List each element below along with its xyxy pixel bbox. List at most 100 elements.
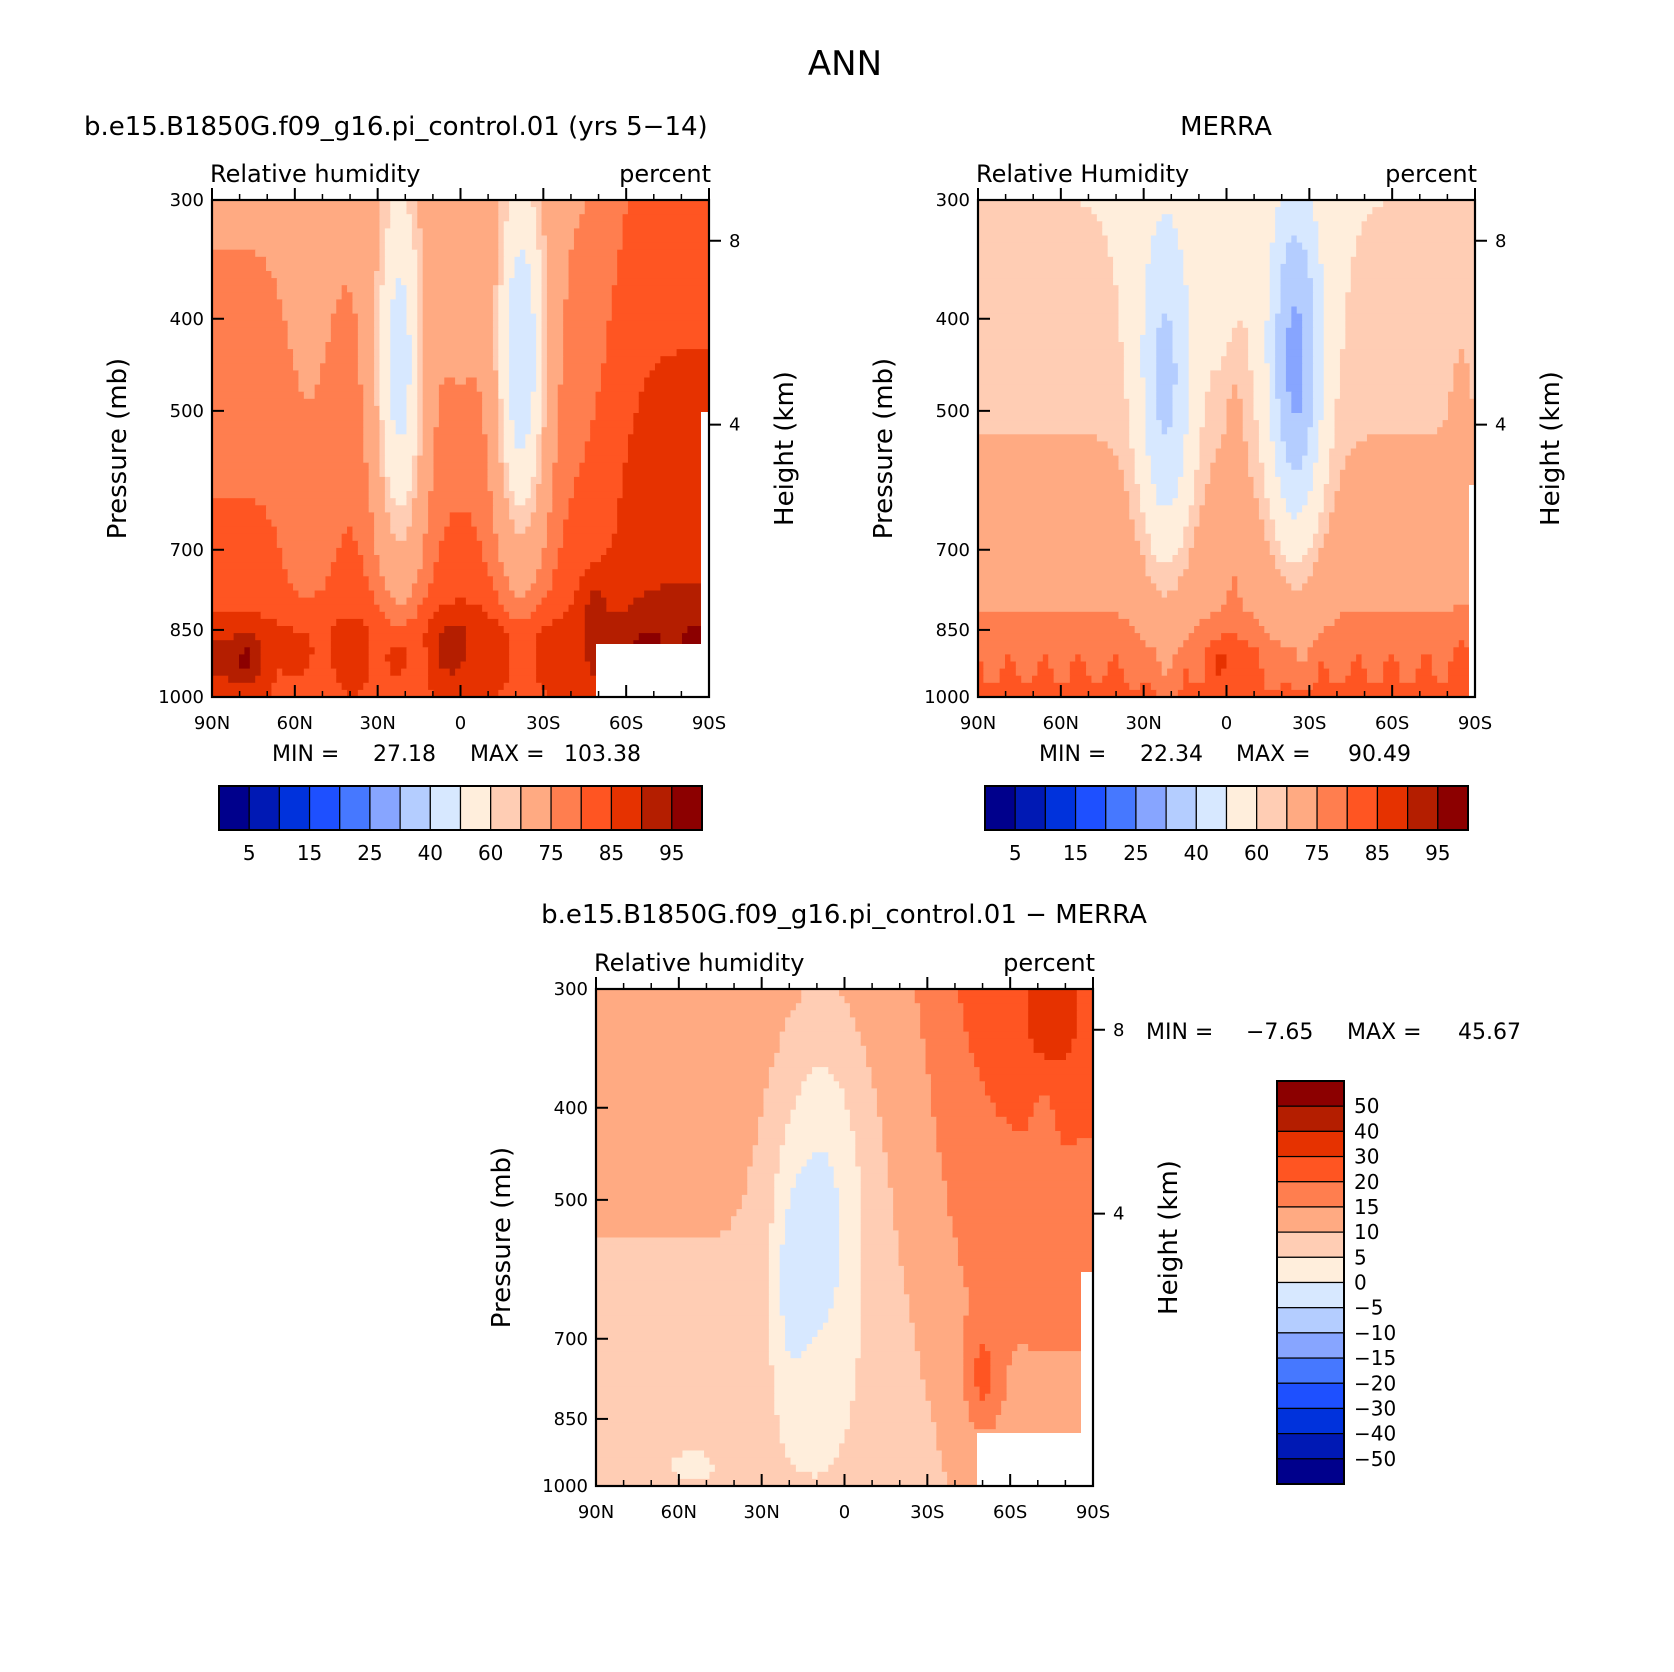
contour-cell	[995, 1102, 1035, 1111]
contour-cell	[563, 370, 602, 379]
contour-cell	[384, 434, 418, 442]
contour-cell	[374, 320, 381, 329]
contour-cell	[617, 526, 710, 535]
colorbar-label: 85	[1365, 841, 1390, 865]
contour-cell	[536, 469, 543, 478]
contour-cell	[546, 540, 564, 549]
contour-cell	[509, 306, 532, 315]
contour-cell	[1312, 299, 1325, 308]
contour-cell	[428, 654, 440, 663]
contour-cell	[638, 398, 710, 407]
contour-cell	[1366, 668, 1384, 677]
contour-cell	[855, 1379, 927, 1388]
contour-cell	[1129, 618, 1201, 627]
contour-cell	[212, 519, 273, 528]
contour-cell	[255, 633, 310, 641]
contour-cell	[1329, 668, 1352, 677]
contour-cell	[1156, 334, 1174, 343]
contour-cell	[422, 405, 440, 414]
contour-cell	[860, 1230, 900, 1239]
contour-cell	[514, 256, 526, 265]
contour-cell	[298, 590, 316, 599]
contour-cell	[978, 569, 1147, 577]
contour-cell	[920, 1351, 964, 1359]
contour-cell	[1312, 370, 1325, 379]
contour-cell	[600, 370, 651, 379]
contour-cell	[395, 427, 408, 435]
contour-cell	[1275, 207, 1314, 215]
contour-cell	[573, 228, 624, 237]
contour-cell	[546, 235, 575, 244]
contour-cell	[812, 1336, 862, 1345]
contour-cell	[536, 377, 543, 386]
contour-cell	[1226, 654, 1260, 663]
contour-cell	[1296, 512, 1319, 521]
contour-cell	[417, 306, 424, 315]
contour-cell	[498, 256, 505, 265]
contour-cell	[860, 1237, 900, 1246]
contour-cell	[893, 1202, 948, 1210]
contour-cell	[347, 285, 375, 293]
contour-cell	[498, 398, 505, 407]
variable-label: Relative humidity	[594, 949, 804, 977]
contour-cell	[1248, 342, 1265, 350]
contour-cell	[384, 611, 418, 620]
contour-cell	[1210, 469, 1249, 478]
contour-cell	[1242, 434, 1260, 442]
contour-cell	[1156, 413, 1174, 421]
contour-cell	[1269, 299, 1282, 308]
contour-cell	[1253, 476, 1265, 485]
contour-cell	[747, 1180, 775, 1189]
contour-cell	[1194, 469, 1211, 478]
contour-cell	[785, 1209, 840, 1217]
contour-cell	[276, 668, 283, 677]
contour-cell	[541, 363, 548, 371]
contour-cell	[1188, 370, 1211, 379]
contour-cell	[1188, 320, 1238, 329]
contour-cell	[1049, 1095, 1094, 1104]
contour-cell	[1145, 427, 1163, 435]
contour-cell	[855, 1138, 883, 1146]
contour-cell	[978, 555, 1147, 563]
contour-cell	[541, 214, 580, 222]
contour-cell	[212, 476, 370, 485]
contour-cell	[1150, 533, 1184, 542]
contour-cell	[390, 647, 408, 655]
contour-cell	[384, 249, 418, 258]
contour-cell	[763, 1095, 797, 1104]
contour-cell	[438, 640, 467, 648]
contour-cell	[1334, 498, 1476, 506]
contour-cell	[1269, 633, 1319, 641]
contour-cell	[596, 1443, 786, 1452]
y-tick-label: 400	[936, 309, 970, 330]
contour-cell	[460, 661, 510, 670]
contour-cell	[1323, 626, 1476, 634]
contour-cell	[1285, 377, 1303, 386]
contour-cell	[1188, 519, 1201, 528]
contour-cell	[596, 1287, 770, 1295]
contour-cell	[1156, 647, 1179, 655]
contour-cell	[1005, 654, 1012, 663]
contour-cell	[1329, 519, 1476, 528]
contour-cell	[1329, 526, 1476, 535]
contour-cell	[1372, 207, 1476, 215]
contour-cell	[768, 1230, 786, 1239]
contour-cell	[774, 1393, 856, 1402]
contour-cell	[1280, 299, 1314, 308]
contour-cell	[936, 1123, 1013, 1132]
contour-cell	[974, 1052, 1045, 1061]
contour-cell	[379, 377, 391, 386]
contour-cell	[1318, 242, 1357, 251]
contour-cell	[438, 647, 467, 655]
colorbar-box	[248, 785, 280, 831]
contour-cell	[320, 377, 359, 386]
contour-cell	[212, 285, 278, 293]
contour-cell	[498, 434, 505, 442]
contour-cell	[1172, 327, 1190, 336]
contour-cell	[212, 320, 289, 329]
contour-cell	[384, 583, 413, 592]
contour-cell	[557, 413, 597, 421]
y-axis-label: Pressure (mb)	[869, 358, 899, 539]
contour-cell	[379, 285, 397, 293]
contour-cell	[1312, 377, 1325, 386]
